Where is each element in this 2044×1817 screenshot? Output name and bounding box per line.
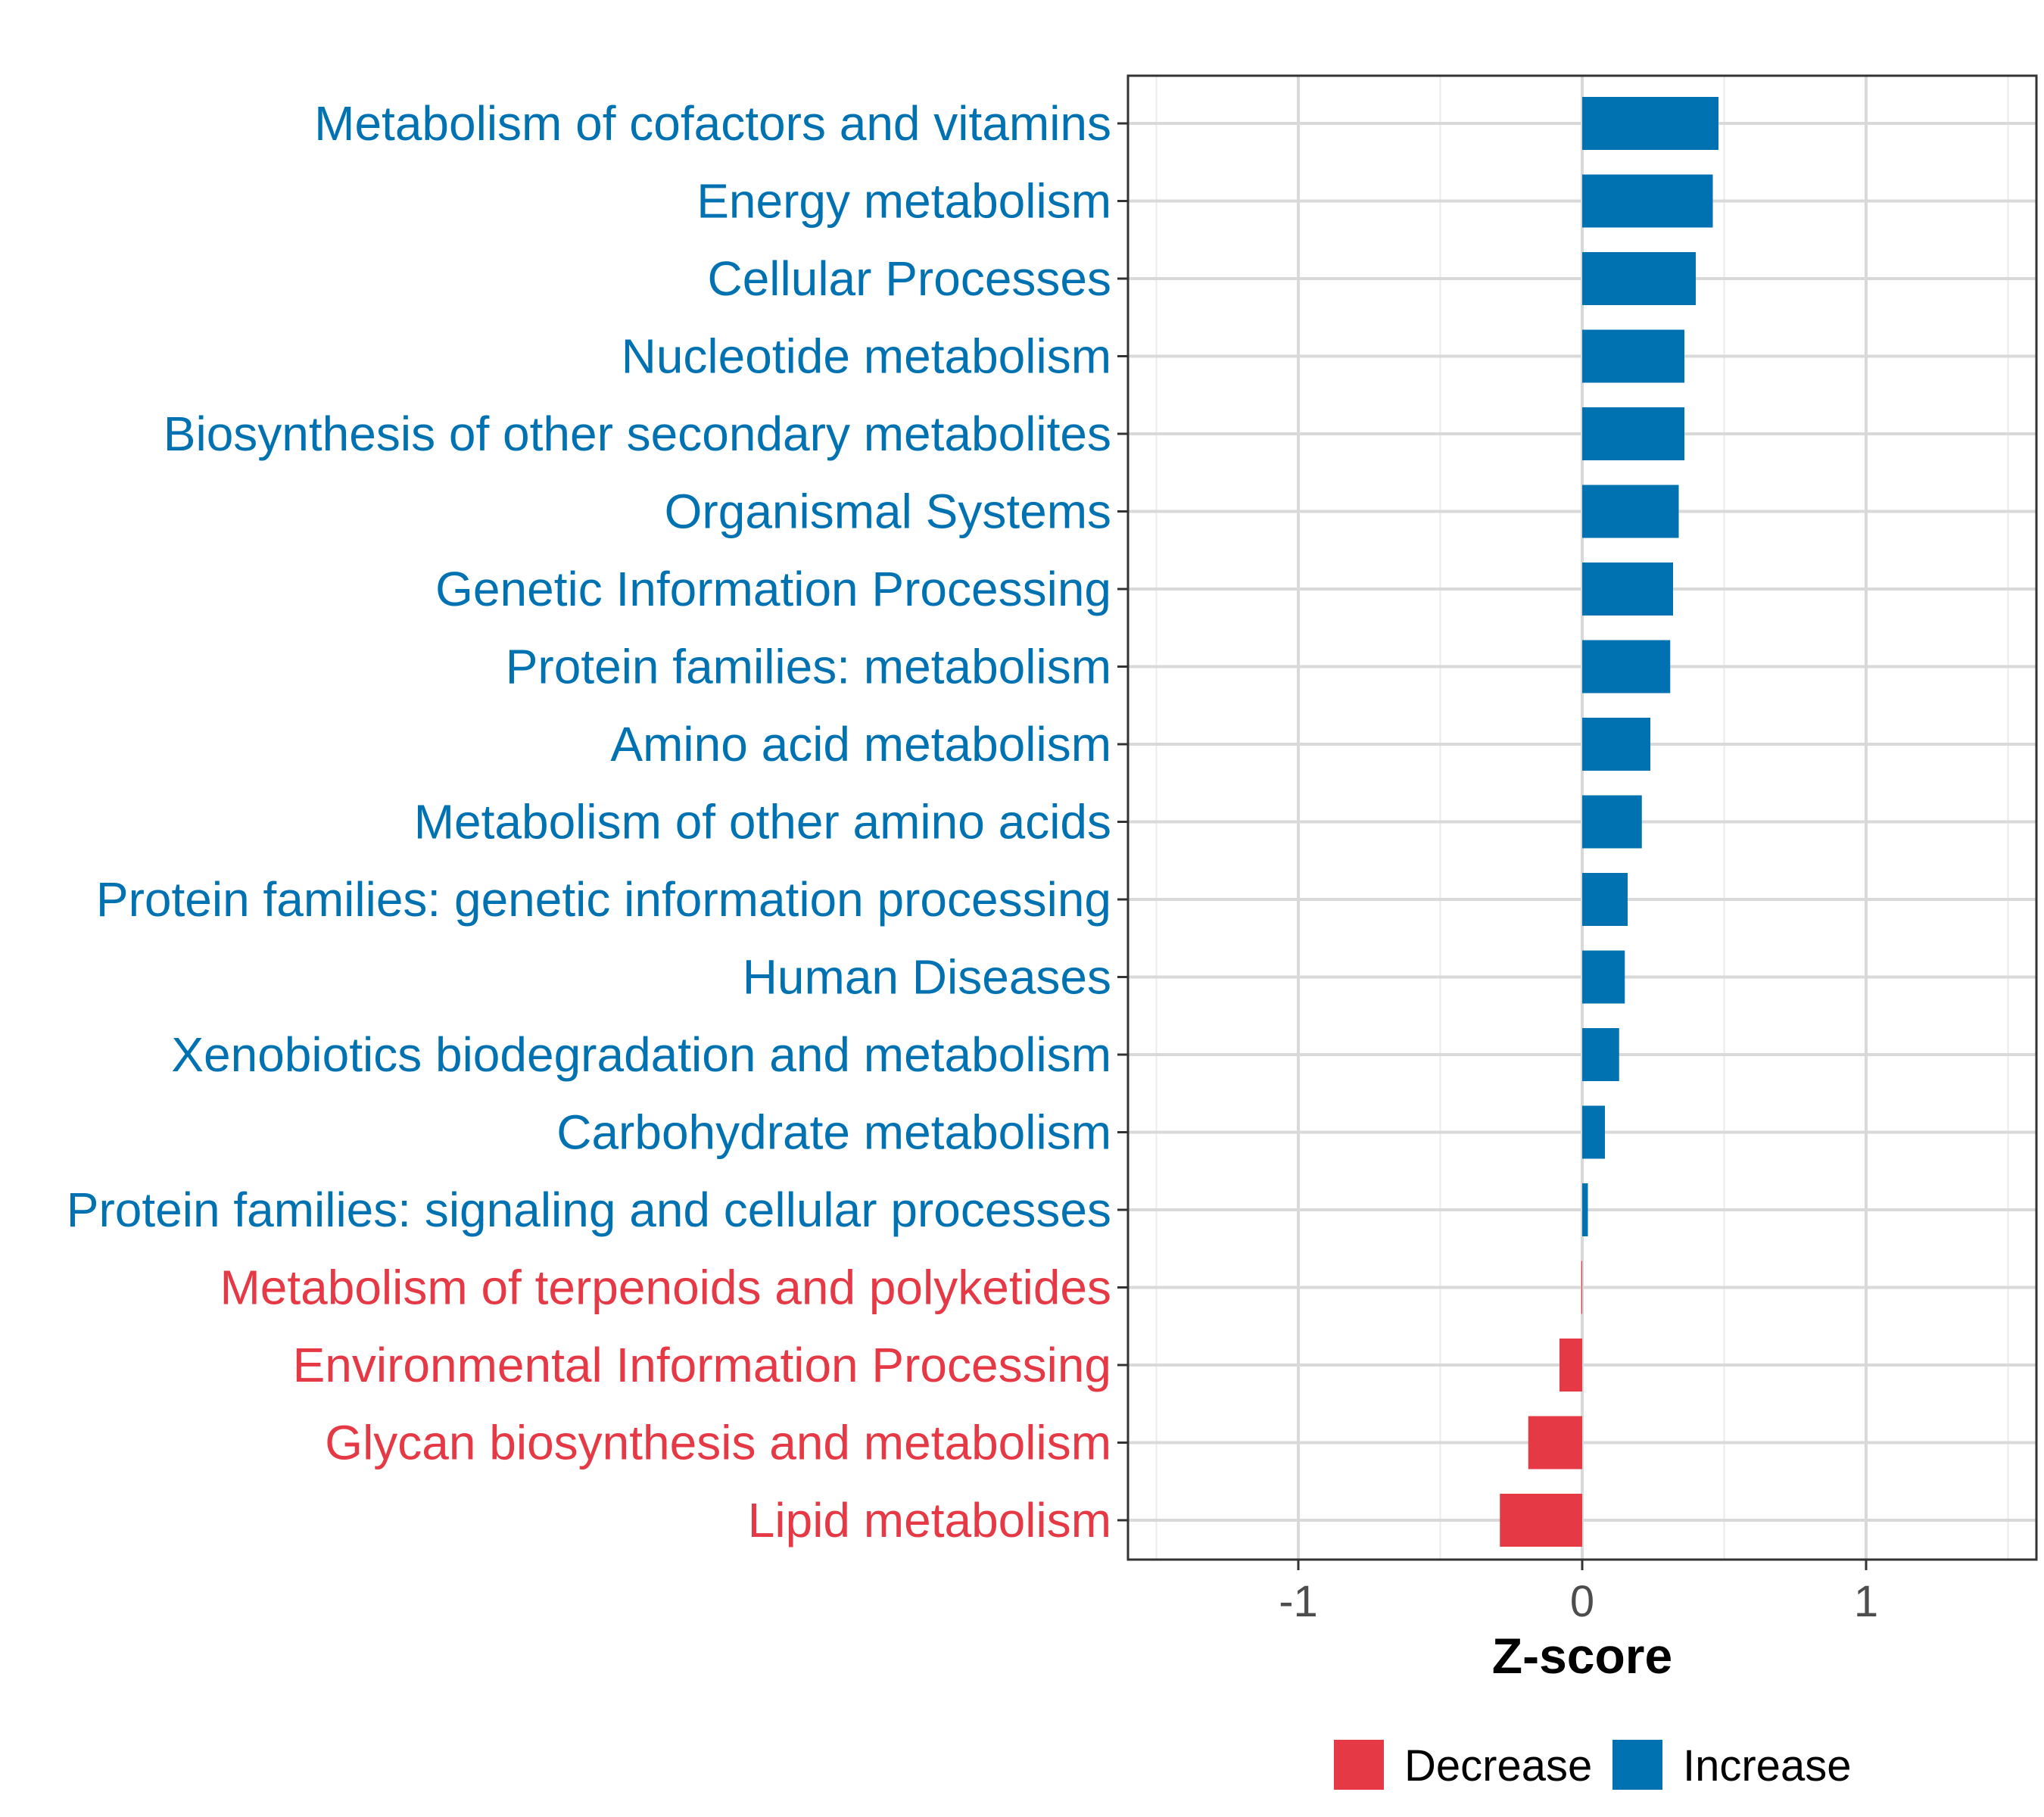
category-label: Nucleotide metabolism	[622, 329, 1111, 384]
bar-9	[1582, 718, 1650, 771]
legend-swatch-increase	[1612, 1740, 1662, 1790]
bars	[1500, 97, 1718, 1547]
bar-13	[1582, 1028, 1619, 1081]
bar-3	[1582, 252, 1696, 305]
category-label: Energy metabolism	[696, 174, 1111, 229]
bar-15	[1582, 1183, 1588, 1236]
category-label: Xenobiotics biodegradation and metabolis…	[171, 1027, 1111, 1082]
category-label: Metabolism of terpenoids and polyketides	[220, 1261, 1111, 1315]
bar-14	[1582, 1105, 1605, 1159]
x-axis-title: Z-score	[1492, 1628, 1672, 1684]
bar-17	[1559, 1339, 1582, 1392]
bar-2	[1582, 174, 1713, 228]
bar-12	[1582, 950, 1625, 1004]
legend-swatch-decrease	[1334, 1740, 1384, 1790]
bar-18	[1528, 1416, 1582, 1469]
category-labels: Metabolism of cofactors and vitamins Ener…	[67, 96, 1128, 1547]
bar-16	[1581, 1261, 1582, 1314]
category-label: Carbohydrate metabolism	[556, 1105, 1111, 1160]
bar-11	[1582, 873, 1628, 926]
legend: Decrease Increase	[1334, 1740, 1851, 1791]
x-axis-ticks: -1 0 1	[1279, 1560, 1878, 1626]
category-label: Glycan biosynthesis and metabolism	[325, 1416, 1111, 1470]
category-label: Organismal Systems	[665, 485, 1111, 539]
category-label: Metabolism of other amino acids	[414, 795, 1111, 849]
category-label: Metabolism of cofactors and vitamins	[314, 96, 1111, 151]
bar-4	[1582, 329, 1684, 383]
category-label: Genetic Information Processing	[435, 562, 1111, 616]
legend-label-decrease: Decrease	[1404, 1741, 1592, 1791]
category-label: Environmental Information Processing	[293, 1338, 1111, 1392]
category-label: Cellular Processes	[707, 251, 1111, 306]
x-tick-label: 0	[1570, 1577, 1594, 1626]
bar-7	[1582, 563, 1673, 616]
category-label: Human Diseases	[743, 950, 1111, 1005]
category-label: Protein families: signaling and cellular…	[67, 1183, 1111, 1237]
category-label: Amino acid metabolism	[610, 717, 1111, 771]
category-label: Lipid metabolism	[748, 1493, 1111, 1547]
bar-1	[1582, 97, 1718, 150]
category-label: Protein families: genetic information pr…	[96, 872, 1111, 927]
x-tick-label: 1	[1854, 1577, 1878, 1626]
bar-10	[1582, 795, 1642, 849]
category-label: Biosynthesis of other secondary metaboli…	[164, 407, 1111, 461]
bar-5	[1582, 407, 1684, 460]
category-label: Protein families: metabolism	[506, 640, 1111, 694]
legend-label-increase: Increase	[1683, 1741, 1851, 1791]
x-tick-label: -1	[1279, 1577, 1318, 1626]
bar-6	[1582, 485, 1679, 538]
bar-8	[1582, 640, 1671, 693]
bar-19	[1500, 1494, 1582, 1547]
